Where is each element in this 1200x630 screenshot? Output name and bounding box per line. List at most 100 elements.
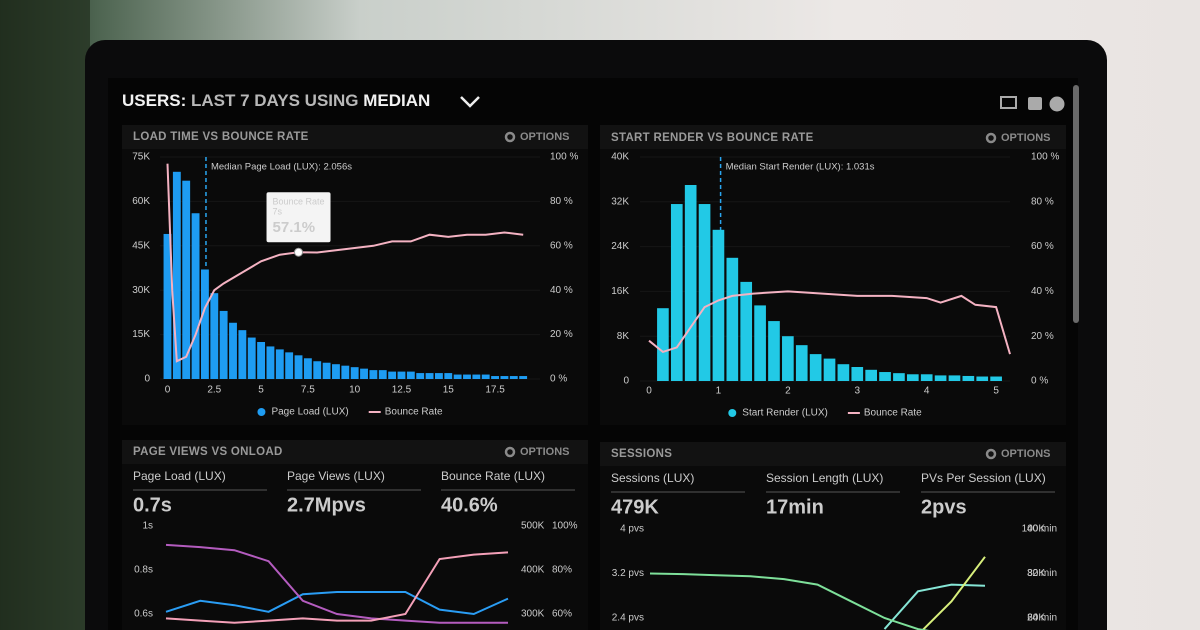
gear-icon (504, 446, 516, 458)
panel-title: LOAD TIME VS BOUNCE RATE (133, 131, 309, 143)
y-tick-label: 4 pvs (620, 524, 644, 535)
bar (182, 180, 191, 379)
legend-label: Page Load (LUX) (271, 407, 348, 418)
y-tick-label: 1s (142, 521, 153, 532)
x-tick-label: 15 (443, 385, 455, 396)
bar (472, 374, 481, 379)
bar (360, 368, 368, 379)
bar (962, 375, 975, 381)
y-tick-label: 8K (617, 331, 630, 342)
tooltip-value: 57.1% (273, 219, 316, 236)
y2-tick-label: 100 % (550, 152, 578, 163)
y-tick-label: 0.8s (134, 565, 153, 576)
hover-point (294, 247, 304, 257)
bar (285, 352, 294, 379)
y2-tick-label: 400K (521, 565, 545, 576)
series-line (166, 163, 524, 363)
bar (837, 364, 850, 381)
x-tick-label: 1 (716, 386, 722, 397)
y-tick-label: 40K (611, 152, 629, 163)
panel (122, 440, 588, 630)
bar (322, 362, 331, 379)
x-tick-label: 10 (349, 385, 361, 396)
options-button[interactable]: OPTIONS (1001, 132, 1051, 144)
bar (920, 374, 933, 381)
bar (500, 376, 509, 379)
y-tick-label: 16K (611, 286, 629, 297)
metric-value: 40.6% (441, 494, 498, 516)
metric-value: 0.7s (133, 494, 172, 516)
panel-title: SESSIONS (611, 448, 672, 460)
metric-value: 2pvs (921, 496, 967, 518)
help-icon[interactable] (1049, 96, 1065, 112)
bar (332, 364, 340, 379)
bar (481, 374, 490, 379)
x-tick-label: 3 (854, 386, 860, 397)
panel-header (600, 442, 1066, 466)
legend: Page Load (LUX) Bounce Rate (257, 407, 443, 418)
bar (341, 365, 350, 379)
metric-value: 17min (766, 496, 824, 518)
bar (698, 204, 711, 381)
y-tick-label: 30K (132, 285, 150, 296)
y3-tick-label: 60% (552, 609, 572, 620)
y-tick-label: 3.2 pvs (612, 568, 644, 579)
panel-title: PAGE VIEWS VS ONLOAD (133, 446, 283, 458)
bar (768, 321, 780, 381)
y-tick-label: 0.6s (134, 609, 153, 620)
y2-tick-label: 100K (1022, 524, 1046, 535)
median-label: Median Page Load (LUX): 2.056s (211, 162, 352, 173)
metric-label: Session Length (LUX) (766, 471, 883, 485)
bar (809, 354, 822, 381)
header-part: USERS: (122, 91, 186, 110)
bar (397, 371, 406, 379)
y2-tick-label: 40 % (1031, 286, 1054, 297)
y3-tick-label: 100% (552, 521, 578, 532)
bar (990, 376, 1002, 381)
options-button[interactable]: OPTIONS (520, 446, 570, 458)
series-line (165, 543, 508, 624)
bar (657, 308, 669, 381)
y-tick-label: 15K (132, 329, 150, 340)
bar (509, 376, 518, 379)
metric-value: 2.7Mpvs (287, 494, 366, 516)
x-tick-label: 2 (785, 386, 791, 397)
median-label: Median Start Render (LUX): 1.031s (726, 162, 875, 173)
y2-tick-label: 80 % (1031, 196, 1054, 207)
panel-header (122, 125, 588, 149)
y2-tick-label: 40 % (550, 285, 573, 296)
bar (865, 369, 877, 381)
y3-tick-label: 24 min (1027, 613, 1057, 624)
y-tick-label: 32K (611, 196, 629, 207)
tooltip-title: Bounce Rate (273, 197, 325, 207)
y2-tick-label: 80 % (550, 196, 573, 207)
y2-tick-label: 0 % (550, 374, 567, 385)
series-line (921, 556, 986, 630)
bar (229, 322, 237, 379)
legend: Start Render (LUX) Bounce Rate (728, 408, 922, 419)
options-button[interactable]: OPTIONS (520, 131, 570, 143)
bar (934, 375, 947, 381)
header-part[interactable]: MEDIAN (363, 91, 430, 110)
bar (247, 337, 256, 379)
bar (294, 355, 303, 379)
bar (257, 342, 266, 379)
y-tick-label: 24K (611, 241, 629, 252)
plant-blur (0, 0, 90, 630)
options-button[interactable]: OPTIONS (1001, 448, 1051, 460)
gear-icon (504, 131, 516, 143)
bar (976, 376, 989, 381)
x-tick-label: 4 (924, 386, 930, 397)
monitor-icon[interactable] (1000, 96, 1017, 109)
bar (740, 281, 753, 381)
bar (893, 373, 905, 381)
dropdown-chevron[interactable] (460, 96, 480, 108)
bar (906, 374, 919, 381)
legend-label: Start Render (LUX) (742, 408, 828, 419)
x-tick-label: 5 (258, 385, 264, 396)
metric-label: Page Load (LUX) (133, 469, 226, 483)
y-tick-label: 60K (132, 196, 150, 207)
share-icon[interactable] (1028, 97, 1042, 110)
bar (782, 336, 794, 381)
bar (313, 361, 322, 379)
